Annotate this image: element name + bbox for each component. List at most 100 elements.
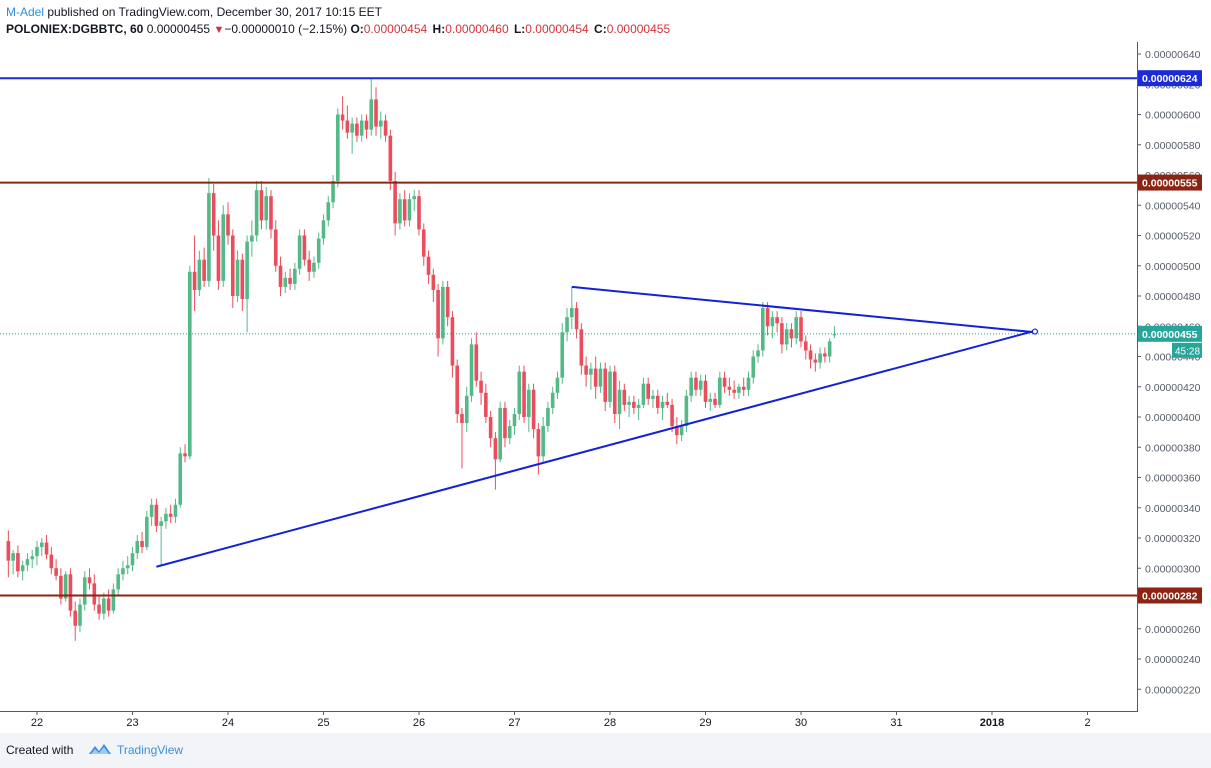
candle-body [641, 383, 646, 405]
candle-body [230, 235, 235, 296]
candle [374, 87, 378, 136]
candle-body [345, 120, 350, 133]
candle-body [402, 199, 407, 221]
candle [512, 407, 517, 436]
candle [789, 323, 794, 348]
candle-body [665, 401, 670, 405]
candle [178, 447, 183, 508]
candle-body [16, 553, 20, 572]
candle-body [383, 120, 388, 136]
candle-body [192, 271, 197, 290]
candle [207, 178, 211, 287]
candle-body [140, 541, 144, 548]
candle-body [718, 377, 722, 405]
candle-body [68, 574, 73, 611]
candle-body [20, 565, 25, 572]
candle [412, 190, 417, 212]
candle-body [464, 395, 469, 424]
candle [192, 235, 197, 312]
price-chart[interactable]: 0.000006400.000006200.000006000.00000580… [0, 42, 1211, 733]
candle-body [689, 377, 693, 396]
chart-header: M-Adel published on TradingView.com, Dec… [0, 0, 1211, 42]
candle [689, 371, 693, 402]
price-tick-label: 0.00000340 [1145, 503, 1201, 515]
candle-body [221, 214, 226, 281]
candle [168, 504, 173, 523]
trendline-apex-handle[interactable] [1031, 328, 1039, 335]
price-tick-label: 0.00000580 [1145, 140, 1201, 152]
candle [6, 530, 11, 578]
candle-body [398, 199, 402, 224]
candle-body [541, 426, 545, 457]
candle-body [264, 196, 268, 221]
candle [202, 247, 206, 287]
candle [565, 308, 569, 342]
candle-body [35, 547, 39, 557]
candle [536, 423, 541, 475]
candle [35, 541, 39, 566]
candle-body [82, 577, 87, 605]
level-price-badge: 0.00000555 [1138, 174, 1202, 191]
candle-body [698, 380, 703, 390]
author-link[interactable]: M-Adel [6, 5, 45, 19]
candle [732, 380, 736, 399]
last-price: 0.00000455 [146, 22, 211, 36]
candle [455, 359, 459, 424]
candle-body [412, 196, 417, 200]
current-price-badge-text: 0.00000455 [1142, 329, 1198, 341]
trendline-lower[interactable] [156, 329, 1036, 568]
candle [59, 568, 63, 605]
candle [431, 268, 436, 303]
price-tick-label: 0.00000240 [1145, 654, 1201, 666]
time-tick-label: 29 [699, 717, 711, 729]
candle-body [211, 193, 216, 236]
candle [398, 193, 402, 230]
time-tick-label: 2018 [980, 717, 1004, 729]
tradingview-logo-icon[interactable] [88, 741, 112, 757]
candle [799, 311, 803, 348]
candle [188, 265, 192, 460]
candle [603, 362, 608, 411]
candle-body [207, 193, 211, 281]
price-tick-label: 0.00000480 [1145, 291, 1201, 303]
tradingview-brand[interactable]: TradingView [117, 743, 184, 757]
candle-body [794, 317, 799, 339]
candle-body [436, 289, 440, 339]
candle-body [756, 350, 760, 357]
candle [417, 190, 421, 236]
candle [364, 114, 369, 139]
time-tick-label: 27 [508, 717, 520, 729]
price-axis[interactable]: 0.000006400.000006200.000006000.00000580… [1137, 49, 1201, 696]
candle [350, 117, 354, 154]
candle-body [216, 235, 221, 281]
candle [164, 507, 168, 529]
candle-body [555, 377, 560, 393]
candle [584, 356, 588, 387]
candle-body [245, 241, 249, 300]
candle [87, 568, 92, 590]
candle [479, 371, 483, 405]
candle [708, 392, 713, 411]
candle [445, 280, 450, 327]
candle [474, 332, 479, 387]
candle-body [116, 574, 120, 590]
candle-body [30, 556, 35, 560]
price-tick-label: 0.00000380 [1145, 442, 1201, 454]
candle-body [188, 271, 192, 457]
price-tick-label: 0.00000320 [1145, 533, 1201, 545]
candle-body [379, 120, 383, 127]
trendline-upper[interactable] [571, 285, 1036, 334]
time-axis[interactable]: 22 23 24 25 26 27 28 29 30 31 2018 2 [31, 711, 1091, 729]
candle [679, 420, 684, 442]
candle [326, 196, 331, 227]
level-price-badge-bg [1138, 174, 1202, 191]
candle [636, 398, 641, 421]
open-value: 0.00000454 [363, 22, 428, 36]
candle [254, 181, 259, 242]
candle-body [584, 365, 588, 375]
price-tick-label: 0.00000220 [1145, 684, 1201, 696]
candle [493, 432, 498, 490]
candle [641, 377, 646, 408]
time-tick-label: 24 [222, 717, 234, 729]
published-text: published on TradingView.com, December 3… [47, 5, 383, 19]
